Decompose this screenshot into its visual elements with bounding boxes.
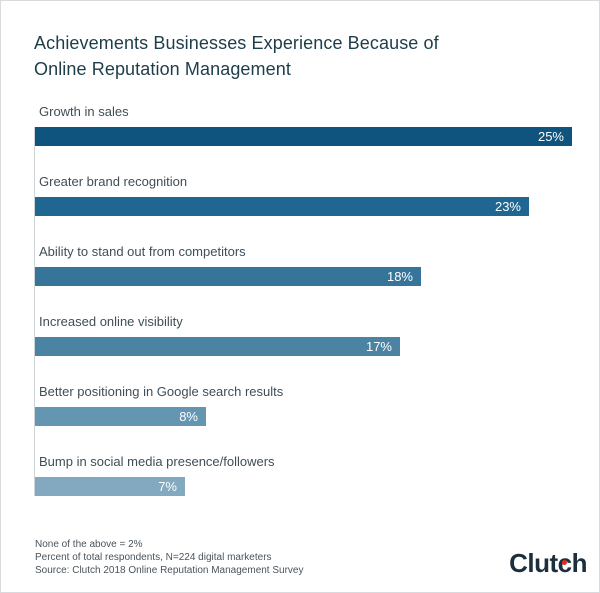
bar-value-label: 18% [386,269,413,284]
clutch-logo-text-start: Clut [509,548,558,578]
clutch-logo-dot-icon [562,560,568,565]
bar-category-label: Ability to stand out from competitors [39,244,246,259]
bar-category-label: Growth in sales [39,104,129,119]
y-axis-line [34,127,35,496]
bar-chart: Growth in sales 25% Greater brand recogn… [1,103,599,496]
bar-value-label: 25% [537,129,564,144]
footnote-none-of-above: None of the above = 2% [35,539,143,550]
bar-category-label: Bump in social media presence/followers [39,454,275,469]
bar: 18% [34,267,421,286]
bar: 7% [34,477,185,496]
bar-value-label: 23% [494,199,521,214]
bar-category-label: Better positioning in Google search resu… [39,384,284,399]
chart-title: Achievements Businesses Experience Becau… [34,30,566,82]
chart-title-line1: Achievements Businesses Experience Becau… [34,33,439,53]
bar-row: Bump in social media presence/followers … [34,453,599,496]
clutch-logo: Clutch [509,548,587,578]
footnote-respondents: Percent of total respondents, N=224 digi… [35,552,272,563]
bar: 25% [34,127,572,146]
bar-value-label: 7% [158,479,177,494]
chart-footnotes: None of the above = 2% Percent of total … [35,538,304,577]
bar-rows: Growth in sales 25% Greater brand recogn… [34,103,599,496]
bar-row: Ability to stand out from competitors 18… [34,243,599,286]
bar: 8% [34,407,206,426]
clutch-logo-text-end: h [571,548,588,578]
bar: 23% [34,197,529,216]
bar-row: Better positioning in Google search resu… [34,383,599,426]
bar: 17% [34,337,400,356]
bar-value-label: 8% [179,409,198,424]
bar-row: Greater brand recognition 23% [34,173,599,216]
chart-title-line2: Online Reputation Management [34,59,291,79]
bar-row: Increased online visibility 17% [34,313,599,356]
bar-category-label: Increased online visibility [39,314,183,329]
bar-category-label: Greater brand recognition [39,174,188,189]
bar-value-label: 17% [365,339,392,354]
clutch-logo-c: c [558,548,572,578]
bar-row: Growth in sales 25% [34,103,599,146]
footnote-source: Source: Clutch 2018 Online Reputation Ma… [35,565,304,576]
